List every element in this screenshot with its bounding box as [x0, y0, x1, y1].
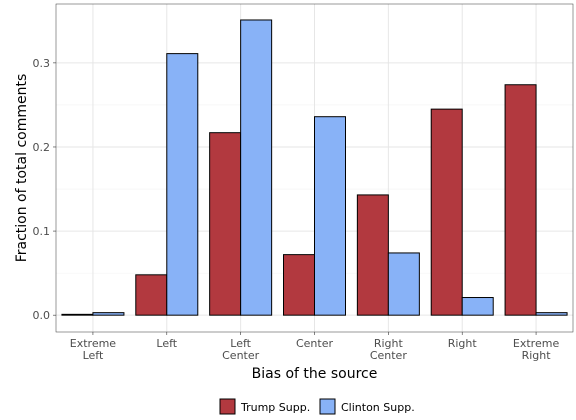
x-tick-label: Center: [370, 349, 408, 362]
x-tick-label: Left: [83, 349, 104, 362]
x-tick-label: Right: [448, 337, 478, 350]
y-tick-label: 0.3: [33, 57, 51, 70]
y-tick-label: 0.2: [33, 141, 51, 154]
legend-label: Clinton Supp.: [341, 401, 415, 414]
x-tick-label: Right: [522, 349, 552, 362]
bar: [92, 312, 125, 316]
x-tick-label: Extreme: [70, 337, 117, 350]
bar: [314, 116, 346, 316]
legend-swatch: [319, 398, 336, 415]
y-axis-title: Fraction of total comments: [14, 74, 30, 263]
y-tick-label: 0.0: [33, 309, 51, 322]
y-tick-label: 0.1: [33, 225, 51, 238]
x-tick-label: Left: [230, 337, 251, 350]
bar: [166, 53, 199, 316]
legend-swatch: [219, 398, 236, 415]
x-tick-label: Center: [296, 337, 334, 350]
bar: [535, 312, 568, 316]
bar: [387, 252, 420, 316]
bars: [61, 19, 568, 316]
x-tick-label: Extreme: [513, 337, 560, 350]
x-tick-label: Left: [156, 337, 177, 350]
bar: [356, 194, 389, 316]
bar: [209, 132, 242, 316]
legend: Trump Supp. Clinton Supp.: [219, 398, 415, 415]
x-axis-title: Bias of the source: [252, 366, 378, 382]
bar: [61, 313, 94, 316]
bar: [283, 254, 315, 316]
bar: [135, 274, 168, 316]
y-axis: 0.0 0.1 0.2 0.3: [33, 57, 56, 322]
legend-label: Trump Supp.: [240, 401, 310, 414]
bar: [461, 297, 494, 316]
x-tick-label: Right: [374, 337, 404, 350]
bar: [430, 108, 463, 316]
x-tick-label: Center: [222, 349, 260, 362]
bar: [240, 19, 273, 316]
bar: [504, 84, 537, 316]
